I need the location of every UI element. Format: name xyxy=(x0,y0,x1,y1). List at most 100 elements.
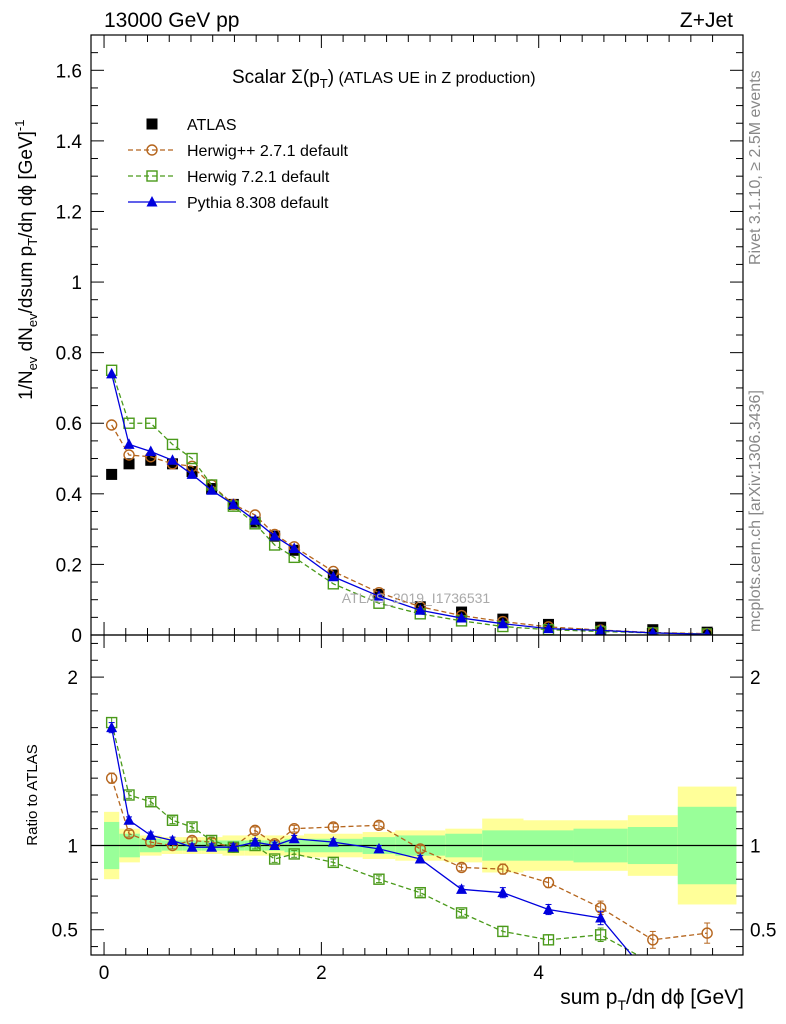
ratio-herwig-7-2-1-default-point xyxy=(166,814,179,826)
main-axes: 0 0.2 0.4 0.6 0.8 1 1.2 1.4 1.6 xyxy=(56,35,743,647)
herwig-7-2-1-default-line xyxy=(111,370,708,635)
ratio-y-axis-label: Ratio to ATLAS xyxy=(24,744,41,845)
ratio-panel: 0.5 0.5 1 1 2 2 0 2 4 Ratio to ATLAS sum pT/dη d… xyxy=(24,634,776,1013)
herwig-7-2-1-default-point xyxy=(145,417,157,429)
pythia-8-308-default-point xyxy=(703,628,711,635)
ratio-pythia-8-308-default-point xyxy=(167,834,178,845)
ratio-pythia-8-308-default-point xyxy=(106,721,118,733)
legend-pythia-8-308-default-marker xyxy=(146,196,158,207)
ratio-pythia-8-308-default-point xyxy=(373,842,385,854)
ratio-data-layer xyxy=(105,716,713,985)
ratio-herwig-7-2-1-default-point xyxy=(288,848,300,860)
x-tick-label: 0 xyxy=(99,963,110,984)
ratio-axes: 0.5 0.5 1 1 2 2 0 2 4 xyxy=(52,635,776,984)
main-data-layer xyxy=(105,364,713,635)
ratio-herwig-7-2-1-default-point xyxy=(702,975,712,985)
pythia-8-308-default-point xyxy=(648,626,658,635)
main-y-tick-label: 0.8 xyxy=(56,344,82,365)
x-axis-label: sum pT/dη dϕ [GeV] xyxy=(560,986,744,1013)
pythia-8-308-default-point xyxy=(145,445,157,456)
ratio-pythia-8-308-default-point xyxy=(497,886,509,898)
legend: ATLAS Herwig++ 2.7.1 default Herwig 7.2.1 … xyxy=(128,117,349,212)
herwig-7-2-1-default-point xyxy=(186,452,198,465)
pythia-8-308-default-point xyxy=(206,484,218,495)
ratio-pythia-8-308-default-point xyxy=(595,911,607,923)
ratio-pythia-8-308-default-point xyxy=(123,814,135,825)
ratio-y-tick-label-right: 1 xyxy=(750,837,761,858)
ratio-herwig-2-7-1-default-point xyxy=(497,863,509,875)
ratio-pythia-8-308-default-point xyxy=(414,853,426,864)
ratio-pythia-8-308-default-point xyxy=(269,839,281,851)
pythia-8-308-default-point xyxy=(288,542,300,554)
pythia-8-308-default-point xyxy=(167,454,178,465)
pythia-8-308-default-point xyxy=(414,604,426,615)
ratio-pythia-8-308-default-point xyxy=(542,903,554,915)
ratio-y-tick-label: 0.5 xyxy=(52,921,78,942)
ratio-pythia-8-308-default-point xyxy=(249,836,261,847)
pythia-8-308-default-point xyxy=(595,624,607,635)
atlas-point xyxy=(123,458,135,470)
herwig-7-2-1-default-point xyxy=(166,438,179,451)
y-axis-label: 1/Nev dNev/dsum pT/dη dϕ [GeV]-1 xyxy=(12,120,40,401)
legend-pythia-8-308-default-label: Pythia 8.308 default xyxy=(187,195,329,212)
ratio-y-tick-label-right: 0.5 xyxy=(750,921,776,942)
pythia-8-308-default-point xyxy=(106,367,118,379)
main-y-tick-label: 1.4 xyxy=(56,132,83,153)
process-label: Z+Jet xyxy=(680,9,733,32)
ratio-herwig-7-2-1-default-point xyxy=(268,853,281,865)
watermark: ATLAS_2019_I1736531 xyxy=(342,590,491,606)
legend-herwig-2-7-1-default-label: Herwig++ 2.7.1 default xyxy=(187,143,349,160)
mcplots-label: mcplots.cern.ch [arXiv:1306.3436] xyxy=(747,390,764,632)
ratio-pythia-8-308-default-point xyxy=(186,841,198,852)
pythia-8-308-default-point xyxy=(123,438,135,449)
ratio-pythia-8-308-default-point xyxy=(145,829,157,840)
pythia-8-308-default-point xyxy=(497,617,509,629)
beam-label: 13000 GeV pp xyxy=(104,9,239,32)
pythia-8-308-default-point xyxy=(186,468,198,479)
main-y-tick-label: 1.2 xyxy=(56,202,82,223)
ratio-herwig-7-2-1-default-point xyxy=(414,886,426,899)
ratio-herwig-2-7-1-default-point xyxy=(455,861,468,874)
ratio-herwig-7-2-1-default-point xyxy=(497,925,509,938)
pythia-8-308-default-point xyxy=(269,530,281,541)
ratio-herwig-2-7-1-default-point xyxy=(647,934,659,946)
ratio-pythia-8-308-default-point xyxy=(456,883,468,894)
pythia-8-308-default-point xyxy=(327,570,339,582)
rivet-version-label: Rivet 3.1.10, ≥ 2.5M events xyxy=(747,70,764,265)
ratio-herwig-7-2-1-default-point xyxy=(594,929,607,941)
main-y-tick-label: 0.6 xyxy=(56,414,82,435)
ratio-herwig-7-2-1-default-point xyxy=(648,958,658,968)
herwig-2-7-1-default-point xyxy=(105,419,118,431)
pythia-8-308-default-point xyxy=(373,590,385,601)
x-tick-label: 4 xyxy=(533,963,544,984)
main-y-tick-label: 1.6 xyxy=(56,61,82,82)
main-y-tick-label: 0 xyxy=(71,626,82,647)
ratio-herwig-7-2-1-default-point xyxy=(145,796,157,808)
ratio-herwig-2-7-1-default-point xyxy=(105,772,118,784)
main-y-tick-label: 1 xyxy=(71,273,82,294)
ratio-herwig-7-2-1-default-point xyxy=(373,873,385,885)
ratio-herwig-7-2-1-default-point xyxy=(542,934,555,946)
legend-herwig-2-7-1-default-marker xyxy=(146,144,158,156)
legend-atlas-label: ATLAS xyxy=(187,117,237,134)
ratio-herwig-2-7-1-default-point xyxy=(701,927,713,939)
legend-herwig-7-2-1-default-marker xyxy=(146,170,158,182)
ratio-herwig-2-7-1-default-point xyxy=(249,824,261,837)
ratio-pythia-8-308-default-point xyxy=(647,974,658,985)
ratio-herwig-2-7-1-default-point xyxy=(542,876,555,889)
main-y-tick-label: 0.4 xyxy=(56,485,83,506)
ratio-pythia-8-308-default-point xyxy=(327,836,339,847)
pythia-8-308-default-point xyxy=(227,498,239,509)
ratio-pythia-8-308-default-point xyxy=(206,841,218,852)
atlas-point xyxy=(106,468,118,480)
herwig-2-7-1-default-point xyxy=(123,449,135,461)
main-panel: ATLAS_2019_I1736531 0 0.2 0.4 0.6 0.8 1 1.2 1.4… xyxy=(12,34,744,647)
main-y-tick-label: 0.2 xyxy=(56,555,82,576)
ratio-uncertainty-bands xyxy=(91,786,743,905)
ratio-herwig-7-2-1-default-point xyxy=(455,907,468,919)
atlas-point xyxy=(145,454,157,466)
x-tick-label: 2 xyxy=(316,963,327,984)
ratio-herwig-7-2-1-default-point xyxy=(327,856,340,869)
ratio-y-tick-label: 1 xyxy=(67,837,78,858)
